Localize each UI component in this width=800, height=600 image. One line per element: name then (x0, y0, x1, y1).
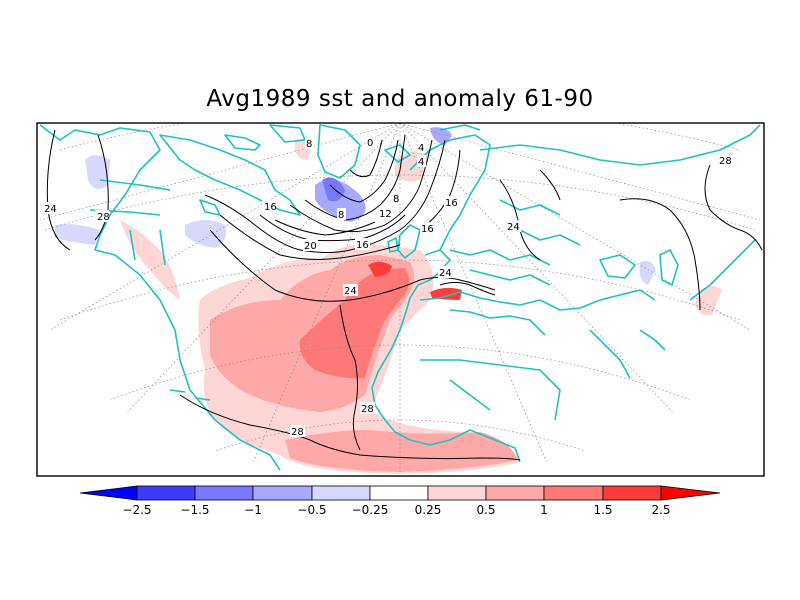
contour-label: 16 (421, 224, 434, 235)
contour-16-east (419, 149, 461, 231)
colorbar-label: 2.5 (651, 503, 670, 517)
contour-label: 16 (264, 202, 277, 213)
colorbar-segment (252, 485, 313, 501)
contour-24-mid (209, 229, 496, 302)
contour-extra-2 (274, 219, 376, 236)
colorbar-label: 1.5 (593, 503, 612, 517)
contour-label: 28 (361, 404, 374, 415)
anomaly-region-blue-5 (55, 224, 100, 245)
contour-24-med (439, 282, 496, 296)
contour-24-east2 (539, 169, 561, 201)
colorbar-labels: −2.5 −1.5 −1 −0.5 −0.25 0.25 0.5 1 1.5 2… (122, 503, 670, 517)
contour-24-far-east (619, 198, 701, 311)
contour-12 (289, 139, 433, 233)
contour-label: 4 (418, 157, 424, 168)
coastlines (39, 124, 761, 471)
colorbar-segment (194, 485, 254, 501)
map-title: Avg1989 sst and anomaly 61-90 (206, 86, 594, 112)
colorbar-label: −0.25 (352, 503, 389, 517)
anomaly-shading (55, 127, 722, 474)
colorbar (79, 485, 721, 501)
contour-label: 24 (344, 286, 357, 297)
anomaly-region-blue-2 (322, 177, 345, 202)
contour-28-mid (339, 304, 361, 451)
anomaly-region-blue-3 (185, 220, 227, 248)
anomaly-region-05b (285, 430, 518, 472)
contour-20 (219, 214, 401, 260)
colorbar-label: 1 (540, 503, 548, 517)
contour-label: 20 (304, 241, 317, 252)
colorbar-label: 0.5 (476, 503, 495, 517)
map-frame (36, 122, 765, 477)
colorbar-segment (602, 485, 662, 501)
anomaly-region-15b (430, 287, 462, 300)
contour-label: 28 (97, 212, 110, 223)
contour-label: 16 (356, 240, 369, 251)
colorbar-label: −0.5 (297, 503, 326, 517)
contour-label: 24 (507, 222, 520, 233)
contour-8a (304, 134, 406, 221)
contour-label: 24 (44, 204, 57, 215)
contour-label: 4 (418, 143, 424, 154)
contour-28-ne (704, 164, 763, 251)
contour-label: 28 (719, 156, 732, 167)
anomaly-region-blue-7 (430, 127, 452, 145)
colorbar-segment (427, 485, 487, 501)
colorbar-high-arrow (660, 485, 721, 501)
colorbar-low-arrow (79, 485, 138, 501)
colorbar-segment (543, 485, 604, 501)
colorbar-segment (485, 485, 545, 501)
contour-label: 8 (306, 139, 312, 150)
projection-mask (37, 300, 764, 476)
contour-label: 12 (379, 209, 392, 220)
contour-label: 28 (291, 427, 304, 438)
contour-label: 0 (367, 138, 373, 149)
contour-0 (349, 139, 383, 178)
colorbar-segment (369, 485, 429, 501)
contour-label: 16 (445, 198, 458, 209)
colorbar-label: 0.25 (415, 503, 442, 517)
colorbar-label: −1 (244, 503, 262, 517)
colorbar-segment (136, 485, 196, 501)
contour-extra-1 (259, 214, 406, 242)
contour-28-west (94, 134, 109, 241)
colorbar-label: −2.5 (122, 503, 151, 517)
contour-28-south (179, 394, 521, 461)
anomaly-region-1 (299, 268, 409, 379)
colorbar-label: −1.5 (180, 503, 209, 517)
contour-16 (204, 139, 446, 253)
anomaly-region-15 (368, 261, 392, 277)
contour-label: 8 (338, 210, 344, 221)
anomaly-region-pink-east (695, 286, 722, 316)
anomaly-region-pink-west (120, 220, 180, 300)
contour-4 (329, 139, 399, 203)
contour-label: 24 (439, 268, 452, 279)
anomaly-region-blue-6 (639, 261, 656, 285)
contour-label: 8 (393, 194, 399, 205)
colorbar-segment (311, 485, 371, 501)
contour-labels: 24 28 16 8 0 4 8 12 16 20 16 24 28 16 24… (42, 136, 733, 438)
